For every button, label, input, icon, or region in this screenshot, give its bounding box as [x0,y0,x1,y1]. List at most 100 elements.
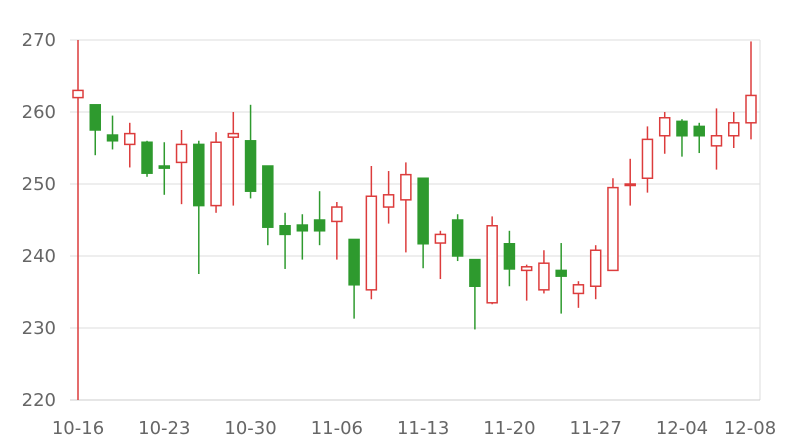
candles [72,40,757,400]
candle-body-up [520,266,533,272]
candle-body-up [589,249,602,287]
candle-body-up [72,89,84,99]
candle-body-up [641,138,654,179]
candle [538,250,550,294]
candle-body-down [469,258,481,287]
candle-body-down [555,269,567,277]
candle-body-up [607,186,619,272]
candle [89,104,102,156]
candle-body-down [141,141,153,174]
candle [296,214,309,260]
candle [693,122,705,154]
candle-body-down [313,219,326,232]
candle-body-down [89,104,102,131]
candle [607,178,619,272]
y-tick-label: 250 [22,174,56,195]
candle [227,112,240,206]
candle [382,171,395,224]
candle [589,245,602,300]
candle-body-up [400,173,412,201]
x-tick-label: 11-13 [397,418,449,439]
x-tick-label: 10-23 [138,418,190,439]
candle [745,41,757,140]
candle-body-down [676,120,688,137]
grid-lines [70,39,761,401]
candle [158,142,171,195]
candle [365,166,378,300]
x-axis-tick-labels: 10-16 10-23 10-30 11-06 11-13 11-20 11-27 12-04… [52,418,776,439]
candle [400,162,412,253]
candle [313,191,326,246]
candle [244,104,257,199]
candle [572,281,585,308]
candle [106,115,119,150]
candle [279,212,291,269]
candle [520,264,533,301]
candle [210,132,222,213]
candle-body-up [124,132,136,146]
x-tick-label: 12-08 [724,418,776,439]
candle [451,214,464,262]
candle-body-down [244,140,257,192]
candle [624,158,636,206]
candle-body-up [331,206,343,223]
candle-body-up [658,117,671,137]
candle-body-up [710,135,723,147]
candle [710,108,723,170]
candle-body-down [262,165,274,228]
x-tick-label: 11-27 [570,418,622,439]
candle-body-down [106,134,119,142]
y-tick-label: 230 [22,318,56,339]
candle-body-up [727,122,740,137]
candle-body-up [486,225,498,304]
candle-body-down [348,238,360,286]
y-tick-label: 240 [22,246,56,267]
candle-body-up [434,233,447,244]
candle-body-down [451,219,464,257]
candle [486,216,498,305]
candle [469,258,481,330]
candle [727,112,740,148]
candle [262,165,274,246]
candle-body-up [175,143,188,164]
candle-body-down [503,243,516,270]
candle [555,243,567,314]
candle [676,119,688,157]
y-tick-label: 270 [22,30,56,51]
candle [348,238,360,319]
candle-body-down [417,177,429,245]
candle [503,230,516,287]
candle-body-up [745,94,757,124]
candle-body-up [624,183,636,187]
candle-body-up [572,284,585,295]
candle-body-down [296,224,309,232]
candle [141,140,153,177]
candle [417,177,429,269]
candle [658,112,671,154]
candle-body-down [693,125,705,137]
candle-body-down [193,143,205,207]
candle [331,202,343,260]
candle [72,40,84,400]
candle-body-up [365,195,378,291]
y-tick-label: 220 [22,390,56,411]
candle-body-up [227,132,240,138]
x-tick-label: 10-16 [52,418,104,439]
candle [641,126,654,193]
x-tick-label: 11-20 [483,418,535,439]
candle-body-down [279,225,291,236]
x-tick-label: 11-06 [311,418,363,439]
y-axis-tick-labels: 220 230 240 250 260 270 [22,30,56,411]
candle [175,130,188,205]
x-tick-label: 10-30 [224,418,276,439]
candle-body-up [382,194,395,208]
x-tick-label: 12-04 [656,418,708,439]
candle-body-up [538,262,550,291]
candle-body-up [210,141,222,207]
candle [193,140,205,274]
candle [124,122,136,168]
candle-body-down [158,165,171,169]
candle [434,230,447,280]
y-tick-label: 260 [22,102,56,123]
